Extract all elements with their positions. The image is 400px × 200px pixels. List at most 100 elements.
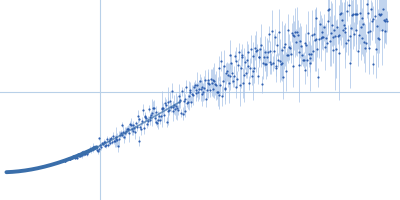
Point (342, 26, 348, 29)
Point (70, 154, 76, 157)
Point (191, 85, 197, 88)
Point (80, 151, 86, 154)
Point (168, 105, 174, 108)
Point (348, 27, 354, 30)
Point (134, 125, 140, 129)
Point (97, 144, 104, 147)
Point (173, 105, 179, 108)
Point (171, 103, 178, 106)
Point (290, 64, 297, 67)
Point (100, 141, 107, 144)
Point (370, 63, 377, 66)
Point (184, 101, 190, 104)
Point (122, 129, 129, 133)
Point (358, 25, 364, 29)
Point (382, 19, 388, 22)
Point (304, 58, 310, 62)
Point (118, 132, 124, 135)
Point (93, 145, 99, 148)
Point (170, 109, 177, 113)
Point (196, 88, 202, 91)
Point (225, 74, 231, 77)
Point (119, 123, 126, 126)
Point (128, 123, 134, 126)
Point (213, 84, 219, 87)
Point (121, 135, 127, 138)
Point (66, 157, 73, 160)
Point (323, 36, 329, 39)
Point (142, 115, 148, 118)
Point (71, 155, 77, 158)
Point (359, 37, 366, 40)
Point (354, 12, 360, 15)
Point (222, 87, 228, 90)
Point (124, 128, 130, 131)
Point (91, 145, 98, 148)
Point (198, 86, 205, 89)
Point (212, 83, 218, 86)
Point (199, 93, 206, 96)
Point (81, 152, 87, 155)
Point (220, 64, 227, 67)
Point (270, 62, 276, 65)
Point (328, 32, 334, 35)
Point (135, 139, 142, 142)
Point (238, 53, 245, 57)
Point (161, 113, 167, 117)
Point (64, 158, 70, 161)
Point (253, 50, 259, 53)
Point (311, 32, 317, 36)
Point (111, 139, 117, 143)
Point (228, 61, 234, 64)
Point (303, 44, 310, 47)
Point (219, 94, 225, 98)
Point (381, 29, 388, 33)
Point (126, 131, 132, 134)
Point (355, 49, 361, 53)
Point (324, 19, 331, 22)
Point (192, 83, 198, 86)
Point (149, 111, 155, 115)
Point (186, 89, 193, 92)
Point (205, 78, 212, 81)
Point (318, 36, 324, 39)
Point (358, 16, 365, 20)
Point (112, 137, 119, 140)
Point (115, 145, 121, 148)
Point (79, 151, 86, 154)
Point (197, 79, 203, 82)
Point (295, 63, 302, 66)
Point (68, 156, 74, 160)
Point (368, 7, 374, 10)
Point (285, 29, 292, 32)
Point (330, 35, 336, 38)
Point (85, 151, 92, 154)
Point (190, 94, 196, 97)
Point (291, 34, 298, 37)
Point (172, 107, 178, 111)
Point (220, 79, 226, 82)
Point (384, 20, 390, 23)
Point (145, 120, 151, 123)
Point (283, 70, 289, 73)
Point (215, 94, 222, 97)
Point (164, 109, 171, 112)
Point (266, 61, 273, 64)
Point (195, 90, 201, 93)
Point (131, 126, 138, 129)
Point (247, 67, 253, 70)
Point (230, 80, 236, 83)
Point (138, 127, 144, 130)
Point (137, 126, 144, 129)
Point (100, 143, 106, 146)
Point (112, 139, 118, 142)
Point (186, 94, 192, 97)
Point (383, 18, 390, 21)
Point (143, 117, 150, 120)
Point (108, 136, 114, 139)
Point (378, 13, 384, 16)
Point (162, 101, 168, 104)
Point (94, 148, 100, 151)
Point (374, 36, 381, 39)
Point (337, 12, 344, 15)
